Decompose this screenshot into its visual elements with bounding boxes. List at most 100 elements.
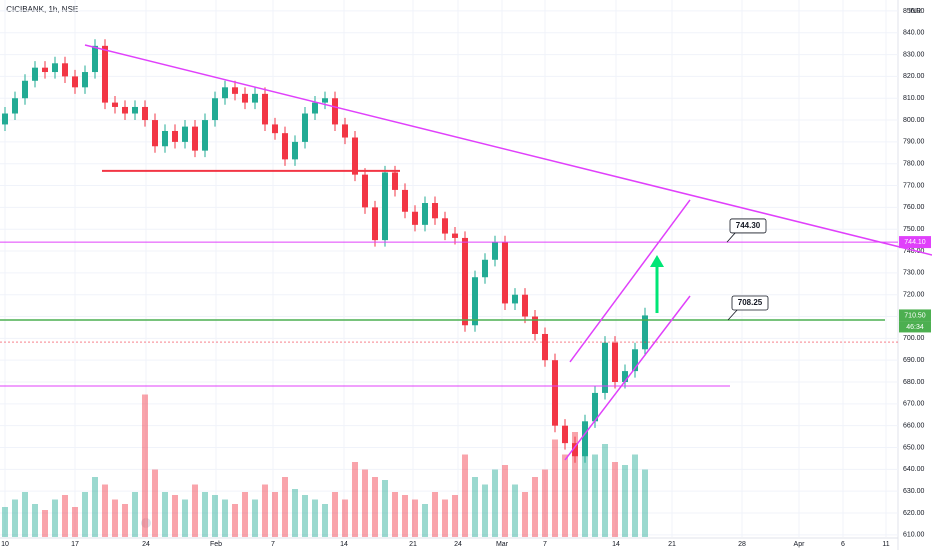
y-tick-label: 640.00 bbox=[903, 466, 925, 473]
volume-bar bbox=[302, 495, 308, 537]
volume-bar bbox=[62, 495, 68, 537]
volume-bar bbox=[102, 484, 108, 537]
candle-body bbox=[612, 342, 618, 383]
annotation-box bbox=[729, 218, 767, 234]
volume-bar bbox=[402, 495, 408, 537]
price-tag-sublabel: 46:34 bbox=[906, 324, 924, 331]
candle-body bbox=[72, 76, 78, 88]
volume-bar bbox=[152, 469, 158, 537]
volume-bar bbox=[212, 495, 218, 537]
candle-body bbox=[12, 98, 18, 114]
volume-bar bbox=[462, 454, 468, 537]
y-tick-label: 800.00 bbox=[903, 117, 925, 124]
y-tick-label: 790.00 bbox=[903, 139, 925, 146]
candle-body bbox=[472, 277, 478, 326]
volume-bar bbox=[422, 504, 428, 537]
volume-bar bbox=[342, 499, 348, 537]
candle-body bbox=[142, 106, 148, 121]
volume-bar bbox=[512, 484, 518, 537]
annotation-label: 708.25 bbox=[738, 298, 763, 307]
volume-bar bbox=[82, 492, 88, 537]
candle-body bbox=[452, 233, 458, 238]
candle-body bbox=[362, 174, 368, 208]
y-tick-label: 840.00 bbox=[903, 30, 925, 37]
volume-bar bbox=[502, 465, 508, 537]
candle-body bbox=[582, 421, 588, 457]
volume-bar bbox=[362, 469, 368, 537]
candle-body bbox=[42, 67, 48, 73]
candle-body bbox=[422, 203, 428, 225]
candle-body bbox=[252, 93, 258, 103]
volume-bar bbox=[472, 477, 478, 537]
x-tick-label: 21 bbox=[668, 541, 676, 548]
annotation-leader bbox=[726, 231, 737, 243]
candle-body bbox=[162, 130, 168, 147]
candle-body bbox=[402, 189, 408, 212]
y-tick-label: 700.00 bbox=[903, 335, 925, 342]
candle-body bbox=[542, 333, 548, 361]
candle-body bbox=[292, 141, 298, 160]
volume-bar bbox=[162, 492, 168, 537]
volume-bar bbox=[482, 484, 488, 537]
candle-body bbox=[1, 113, 8, 125]
candle-body bbox=[232, 87, 238, 94]
x-tick-label: 24 bbox=[142, 541, 150, 548]
y-tick-label: 740.00 bbox=[903, 248, 925, 255]
candle-body bbox=[202, 120, 208, 151]
volume-bar bbox=[392, 492, 398, 537]
volume-bar bbox=[142, 394, 148, 537]
volume-bar bbox=[632, 454, 638, 537]
volume-bar bbox=[1, 507, 8, 537]
volume-bar bbox=[522, 492, 528, 537]
candle-body bbox=[262, 93, 268, 125]
x-tick-label: 10 bbox=[1, 541, 9, 548]
candle-body bbox=[522, 294, 528, 317]
volume-bar bbox=[322, 504, 328, 537]
y-tick-label: 830.00 bbox=[903, 51, 925, 58]
volume-bar bbox=[602, 444, 608, 537]
y-tick-label: 680.00 bbox=[903, 379, 925, 386]
currency-label: INR bbox=[909, 8, 921, 15]
volume-bar bbox=[622, 465, 628, 537]
candle-body bbox=[212, 98, 218, 121]
volume-bar bbox=[492, 469, 498, 537]
candle-body bbox=[82, 72, 88, 88]
candle-body bbox=[482, 259, 488, 278]
candle-body bbox=[432, 203, 438, 219]
candle-body bbox=[332, 98, 338, 125]
volume-bar bbox=[332, 492, 338, 537]
volume-bar bbox=[232, 504, 238, 537]
volume-bar bbox=[542, 469, 548, 537]
x-tick-label: 6 bbox=[841, 541, 845, 548]
volume-bar bbox=[122, 504, 128, 537]
y-tick-label: 690.00 bbox=[903, 357, 925, 364]
candle-body bbox=[32, 67, 38, 81]
candle-body bbox=[532, 316, 538, 334]
candle-body bbox=[372, 207, 378, 241]
x-tick-label: 14 bbox=[340, 541, 348, 548]
candle-body bbox=[152, 120, 158, 147]
annotation-box bbox=[731, 295, 769, 311]
candle-body bbox=[552, 360, 558, 426]
x-tick-label: Apr bbox=[794, 541, 806, 548]
price-tag-label: 744.10 bbox=[904, 239, 926, 246]
candle-body bbox=[392, 172, 398, 190]
annotation-leader bbox=[727, 308, 739, 321]
candle-body bbox=[512, 294, 518, 304]
volume-bar bbox=[42, 510, 48, 537]
y-tick-label: 610.00 bbox=[903, 532, 925, 539]
x-tick-label: 7 bbox=[271, 541, 275, 548]
candle-body bbox=[242, 93, 248, 103]
volume-bar bbox=[572, 432, 578, 537]
y-tick-label: 660.00 bbox=[903, 423, 925, 430]
candle-body bbox=[102, 45, 108, 103]
candle-body bbox=[272, 124, 278, 134]
candle-body bbox=[602, 342, 608, 393]
volume-bar bbox=[272, 492, 278, 537]
y-tick-label: 850.00 bbox=[903, 8, 925, 15]
candle-body bbox=[462, 237, 468, 326]
volume-bar bbox=[252, 499, 258, 537]
drawing-line bbox=[84, 44, 932, 256]
volume-bar bbox=[282, 477, 288, 537]
